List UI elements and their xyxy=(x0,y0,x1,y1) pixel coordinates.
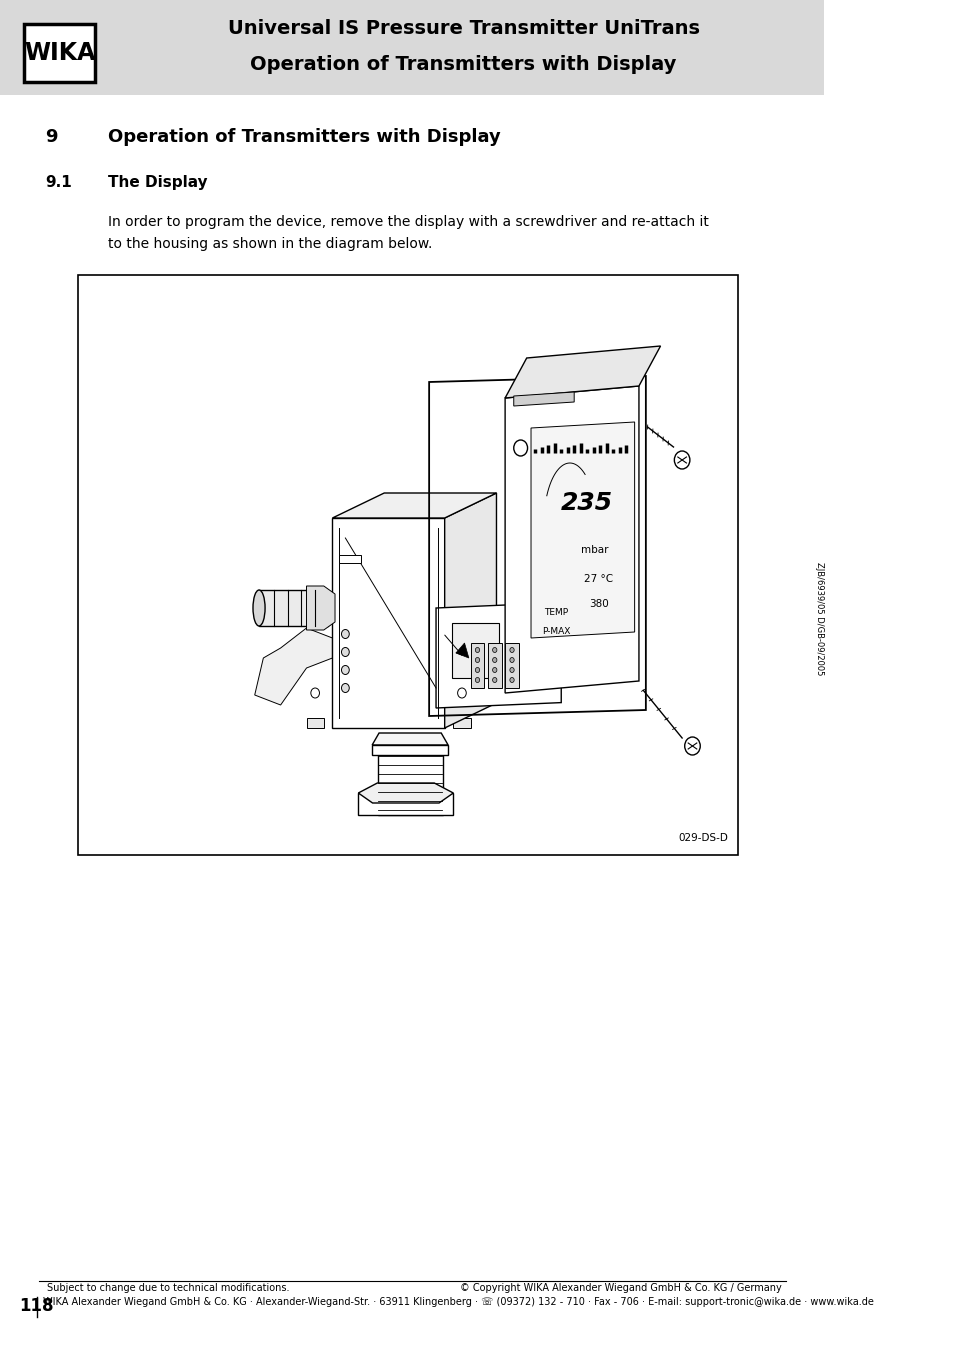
Circle shape xyxy=(341,665,349,674)
Circle shape xyxy=(492,677,497,683)
Circle shape xyxy=(509,648,514,653)
Bar xyxy=(377,745,442,815)
Polygon shape xyxy=(259,590,328,626)
Circle shape xyxy=(475,648,479,653)
Circle shape xyxy=(509,677,514,683)
Circle shape xyxy=(341,684,349,692)
Polygon shape xyxy=(306,585,335,630)
Polygon shape xyxy=(514,393,574,406)
Bar xyxy=(24,24,95,82)
Text: The Display: The Display xyxy=(108,175,208,190)
Polygon shape xyxy=(444,492,496,728)
Circle shape xyxy=(475,657,479,662)
Circle shape xyxy=(341,630,349,638)
Polygon shape xyxy=(332,492,496,518)
Circle shape xyxy=(674,451,689,469)
Circle shape xyxy=(492,657,497,662)
Text: Subject to change due to technical modifications.: Subject to change due to technical modif… xyxy=(48,1283,290,1292)
Ellipse shape xyxy=(253,590,265,626)
Text: TEMP: TEMP xyxy=(543,608,568,618)
Polygon shape xyxy=(254,629,332,706)
Text: 380: 380 xyxy=(589,599,608,610)
Polygon shape xyxy=(531,422,634,638)
Text: 9: 9 xyxy=(45,128,57,146)
Circle shape xyxy=(457,688,466,697)
Circle shape xyxy=(514,440,527,456)
Polygon shape xyxy=(504,386,639,693)
Circle shape xyxy=(475,677,479,683)
Text: mbar: mbar xyxy=(580,545,608,554)
Circle shape xyxy=(341,648,349,657)
Text: to the housing as shown in the diagram below.: to the housing as shown in the diagram b… xyxy=(108,237,432,251)
Polygon shape xyxy=(436,603,560,708)
Text: 9.1: 9.1 xyxy=(45,175,71,190)
Polygon shape xyxy=(358,793,453,815)
Text: WIKA: WIKA xyxy=(24,40,95,65)
Text: © Copyright WIKA Alexander Wiegand GmbH & Co. KG / Germany: © Copyright WIKA Alexander Wiegand GmbH … xyxy=(459,1283,781,1292)
Circle shape xyxy=(684,737,700,755)
Bar xyxy=(339,554,360,563)
Circle shape xyxy=(509,657,514,662)
Polygon shape xyxy=(453,718,470,728)
Circle shape xyxy=(311,688,319,697)
Text: 235: 235 xyxy=(560,491,613,515)
Polygon shape xyxy=(372,745,448,755)
Text: Operation of Transmitters with Display: Operation of Transmitters with Display xyxy=(251,55,676,74)
Bar xyxy=(470,643,484,688)
Polygon shape xyxy=(332,518,444,728)
Bar xyxy=(451,623,498,679)
Text: 029-DS-D: 029-DS-D xyxy=(678,832,727,843)
Text: 27 °C: 27 °C xyxy=(584,575,613,584)
Circle shape xyxy=(492,668,497,673)
Polygon shape xyxy=(358,782,453,803)
Circle shape xyxy=(509,668,514,673)
Text: 118: 118 xyxy=(19,1296,53,1315)
Polygon shape xyxy=(372,733,448,745)
Text: WIKA Alexander Wiegand GmbH & Co. KG · Alexander-Wiegand-Str. · 63911 Klingenber: WIKA Alexander Wiegand GmbH & Co. KG · A… xyxy=(43,1296,873,1307)
Bar xyxy=(487,643,501,688)
Text: Operation of Transmitters with Display: Operation of Transmitters with Display xyxy=(108,128,500,146)
Polygon shape xyxy=(456,643,468,658)
Text: ZJB/6939/05 D/GB-09/2005: ZJB/6939/05 D/GB-09/2005 xyxy=(814,563,823,676)
Circle shape xyxy=(492,648,497,653)
Bar xyxy=(0,0,822,94)
Bar xyxy=(77,275,738,855)
Text: Universal IS Pressure Transmitter UniTrans: Universal IS Pressure Transmitter UniTra… xyxy=(228,19,699,38)
Circle shape xyxy=(475,668,479,673)
Text: In order to program the device, remove the display with a screwdriver and re-att: In order to program the device, remove t… xyxy=(108,214,708,229)
Text: P-MAX: P-MAX xyxy=(541,627,570,637)
Bar xyxy=(504,643,518,688)
Polygon shape xyxy=(504,345,659,398)
Polygon shape xyxy=(306,718,323,728)
